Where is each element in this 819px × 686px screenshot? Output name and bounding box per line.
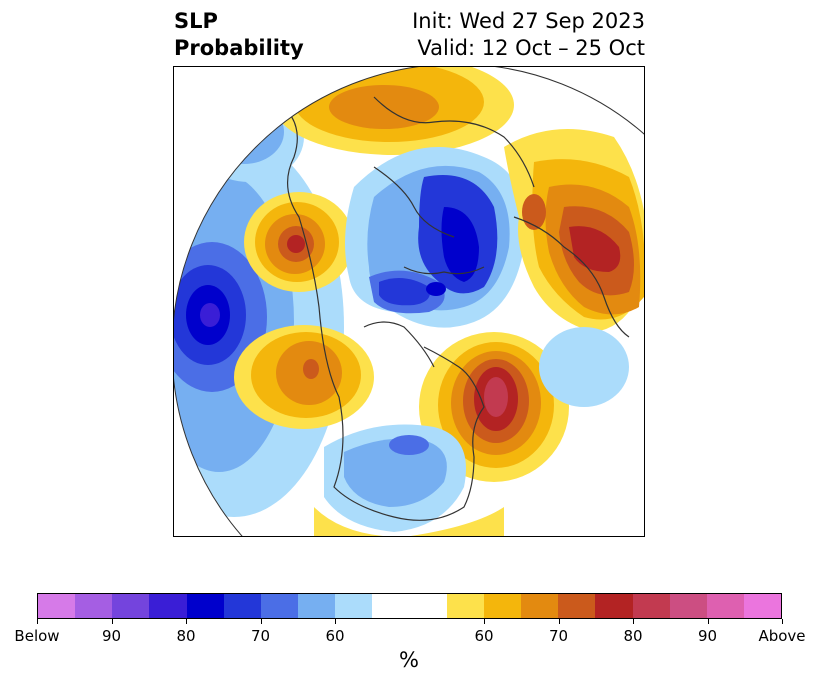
map-title: SLP Probability [174,8,304,62]
colorbar-swatch [558,594,596,618]
map-panel [173,66,645,537]
colorbar-tick-label: 80 [176,627,196,645]
subtropical-positive-anomaly [314,507,504,536]
colorbar-tick-mark [111,619,113,624]
valid-dates: Valid: 12 Oct – 25 Oct [417,36,645,60]
colorbar-swatch [335,594,373,618]
colorbar-tick-mark [37,619,38,624]
colorbar-swatch [75,594,113,618]
colorbar-tick-label: 60 [325,627,345,645]
colorbar-swatch [409,594,447,618]
colorbar-tick-mark [707,619,709,624]
colorbar-tick-label: Below [14,627,60,645]
title-line-1: SLP [174,9,218,33]
colorbar-swatch [669,594,707,618]
eurasia-positive-anomaly [504,129,644,332]
colorbar-swatch [186,594,224,618]
colorbar-swatch [632,594,670,618]
colorbar-tick-mark [484,619,485,624]
colorbar-tick-mark [260,619,262,624]
arctic-negative-anomaly [345,147,526,328]
colorbar-unit-label: % [399,648,419,672]
colorbar-swatch [298,594,336,618]
colorbar [37,593,782,619]
init-date: Init: Wed 27 Sep 2023 [412,9,645,33]
east-atlantic-negative-anomaly [539,327,629,407]
colorbar-tick-mark [335,619,336,624]
colorbar-tick-label: 90 [101,627,122,645]
colorbar-swatch [521,594,559,618]
alaska-positive-anomaly [244,192,354,292]
colorbar-swatch [595,594,633,618]
colorbar-swatch [223,594,261,618]
colorbar-tick-mark [782,619,783,624]
colorbar-tick-mark [558,619,560,624]
northeast-pacific-positive-anomaly [234,325,374,429]
colorbar-tick-label: 80 [623,627,643,645]
colorbar-tick-mark [633,619,634,624]
colorbar-tick-label: 90 [697,627,718,645]
probability-map [174,67,644,536]
colorbar-tick-label: 60 [474,627,494,645]
colorbar-tick-mark [186,619,187,624]
date-info: Init: Wed 27 Sep 2023 Valid: 12 Oct – 25… [412,8,645,62]
colorbar-swatch [112,594,150,618]
title-line-2: Probability [174,36,304,60]
colorbar-tick-label: 70 [548,627,569,645]
coastlines [283,96,630,521]
colorbar-swatch [149,594,187,618]
colorbar-swatch [446,594,484,618]
colorbar-swatch [260,594,299,618]
colorbar-tick-label: 70 [250,627,271,645]
colorbar-tick-label: Above [758,627,806,645]
colorbar-swatch [483,594,522,618]
northwest-negative-anomaly [194,92,304,182]
colorbar-swatch [38,594,76,618]
colorbar-swatch [743,594,782,618]
colorbar-swatch [706,594,744,618]
colorbar-swatch [372,594,410,618]
